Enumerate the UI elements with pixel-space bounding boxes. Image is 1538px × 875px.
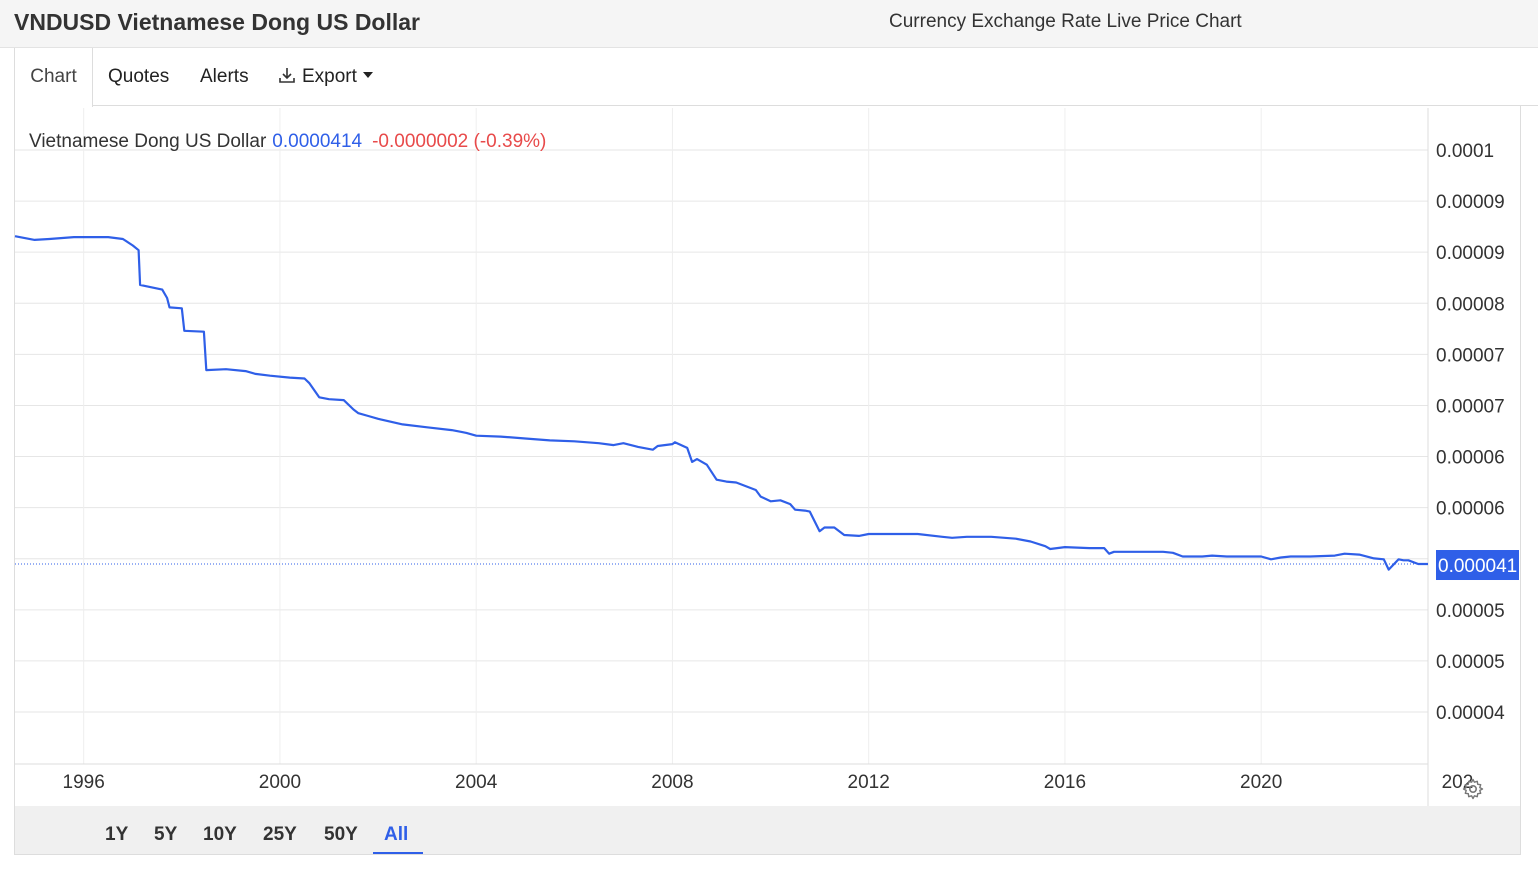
tab-quotes[interactable]: Quotes: [108, 66, 170, 87]
legend-change: -0.0000002 (-0.39%): [372, 131, 547, 152]
range-selector: 1Y 5Y 10Y 25Y 50Y All: [14, 806, 1521, 855]
export-button[interactable]: Export: [277, 48, 373, 106]
last-price-label: 0.000041: [1438, 556, 1517, 577]
last-price-badge: [1436, 550, 1519, 581]
y-tick-label: 0.00006: [1436, 448, 1505, 469]
x-tick-label: 2000: [259, 772, 301, 793]
range-button-1y[interactable]: 1Y: [105, 824, 129, 845]
tab-alerts[interactable]: Alerts: [200, 66, 249, 87]
y-tick-label: 0.00005: [1436, 601, 1505, 622]
legend-name: Vietnamese Dong US Dollar: [29, 131, 267, 152]
y-tick-label: 0.00008: [1436, 294, 1505, 315]
x-tick-label: 2016: [1044, 772, 1086, 793]
y-tick-label: 0.00007: [1436, 345, 1505, 366]
download-icon: [279, 68, 295, 83]
range-button-25y[interactable]: 25Y: [263, 824, 297, 845]
y-tick-label: 0.00009: [1436, 243, 1505, 264]
y-tick-label: 0.00005: [1436, 652, 1505, 673]
x-tick-label: 2020: [1240, 772, 1282, 793]
y-tick-label: 0.00009: [1436, 192, 1505, 213]
x-tick-label: 2012: [848, 772, 890, 793]
page-subtitle: Currency Exchange Rate Live Price Chart: [889, 11, 1242, 32]
range-button-5y[interactable]: 5Y: [154, 824, 178, 845]
range-button-50y[interactable]: 50Y: [324, 824, 358, 845]
range-button-10y[interactable]: 10Y: [203, 824, 237, 845]
y-tick-label: 0.0001: [1436, 141, 1494, 162]
y-tick-label: 0.00004: [1436, 703, 1505, 724]
range-button-all[interactable]: All: [384, 824, 409, 845]
y-tick-label: 0.00007: [1436, 396, 1505, 417]
page-header: VNDUSD Vietnamese Dong US Dollar Currenc…: [0, 0, 1538, 48]
active-range-underline: [373, 852, 423, 854]
x-tick-label: 2004: [455, 772, 498, 793]
gear-icon[interactable]: [1461, 777, 1485, 801]
caret-down-icon: [362, 72, 373, 78]
x-tick-label: 2008: [651, 772, 693, 793]
y-tick-label: 0.00006: [1436, 499, 1505, 520]
chart-legend: Vietnamese Dong US Dollar 0.0000414 -0.000…: [29, 131, 546, 153]
legend-price: 0.0000414: [272, 131, 363, 152]
export-label: Export: [302, 66, 357, 87]
chart-toolbar: Chart Quotes Alerts Export: [14, 48, 1538, 107]
page-title: VNDUSD Vietnamese Dong US Dollar: [14, 9, 421, 35]
price-series-line: [14, 235, 1428, 571]
x-tick-label: 1996: [63, 772, 105, 793]
tab-chart[interactable]: Chart: [15, 48, 93, 107]
